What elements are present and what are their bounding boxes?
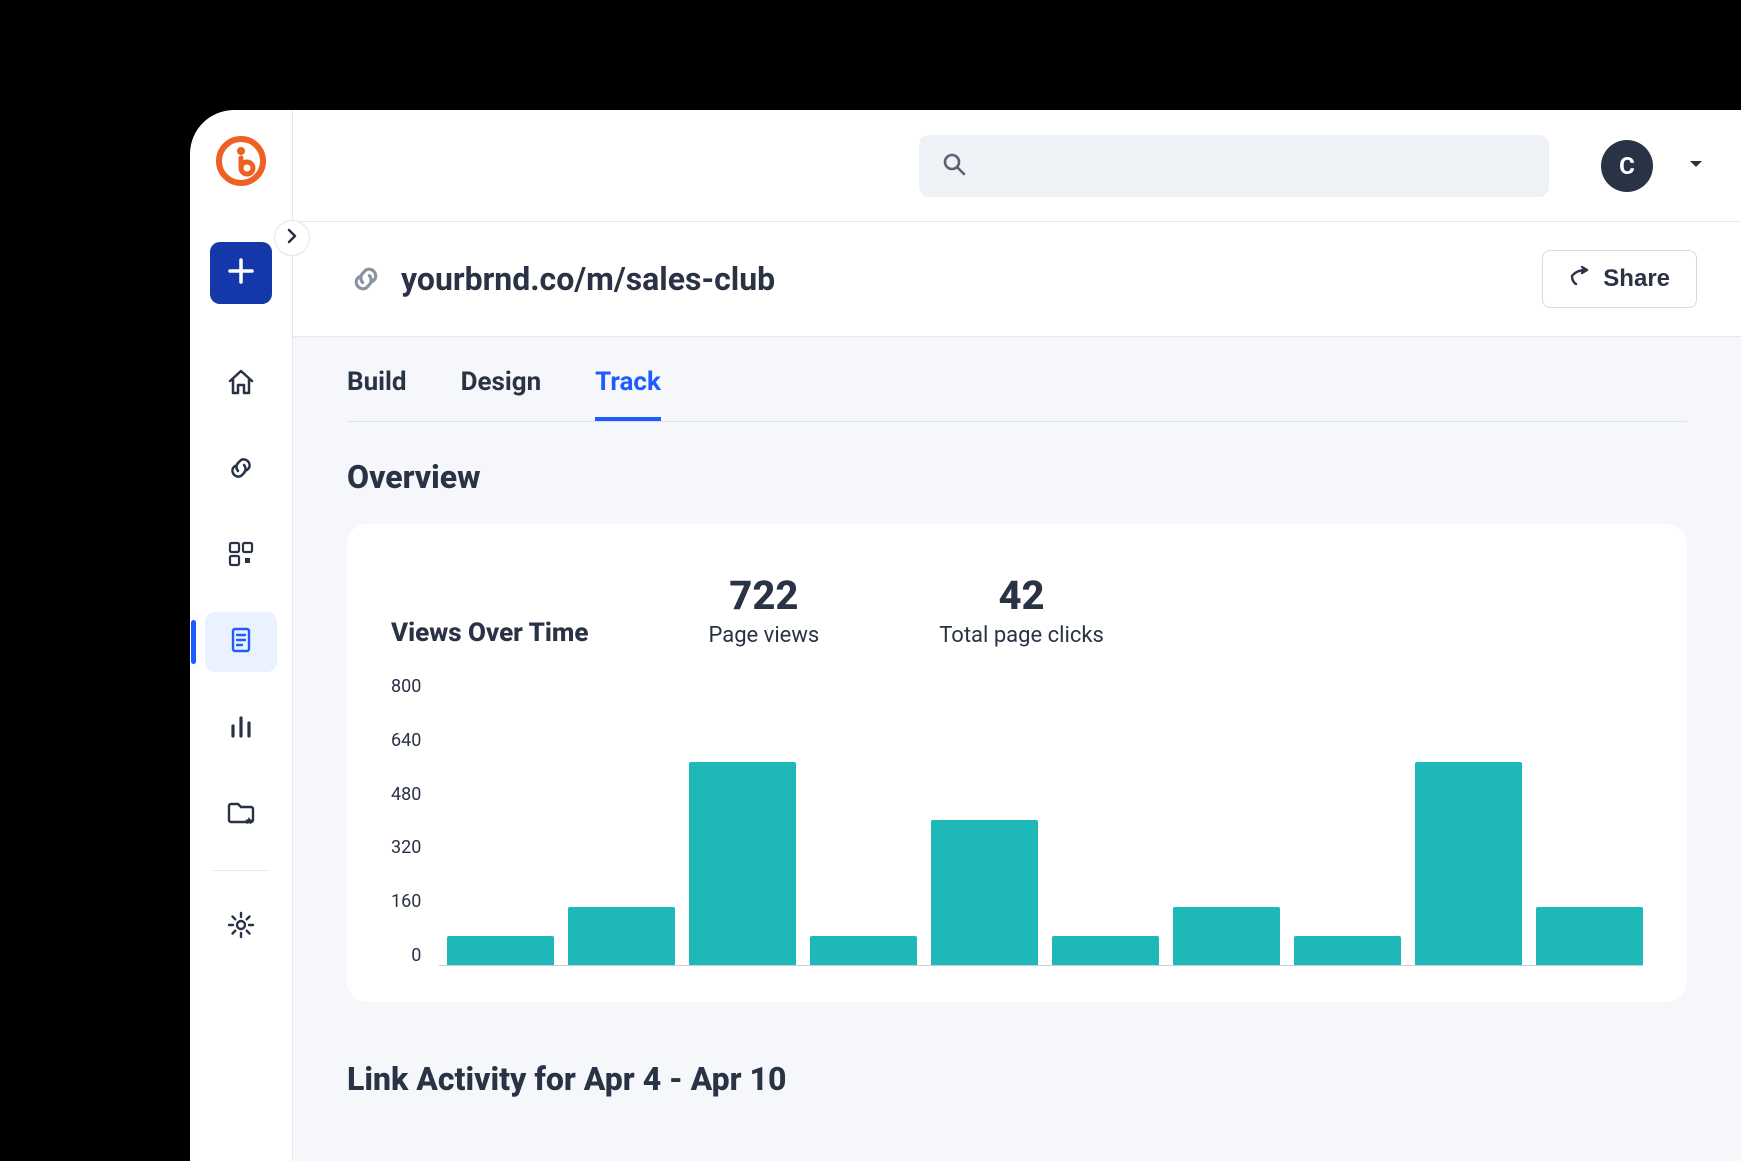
stat-label: Page views xyxy=(708,623,819,648)
stat-page-views: 722 Page views xyxy=(708,572,819,648)
chart-bar xyxy=(1536,907,1643,965)
topbar: C xyxy=(293,110,1741,222)
chart-y-tick: 800 xyxy=(391,676,421,697)
folder-star-icon xyxy=(226,798,256,830)
nav-separator xyxy=(213,870,269,871)
link-activity-title: Link Activity for Apr 4 - Apr 10 xyxy=(347,1060,1687,1098)
nav-campaigns[interactable] xyxy=(205,784,277,844)
link-icon xyxy=(226,453,256,487)
nav-pages[interactable] xyxy=(205,612,277,672)
overview-title: Overview xyxy=(347,458,1687,496)
chart-bar xyxy=(1052,936,1159,965)
sidebar xyxy=(190,110,293,1161)
stat-value: 722 xyxy=(708,572,819,619)
link-icon xyxy=(349,262,383,296)
chart-plot xyxy=(439,676,1643,966)
main: C yourbrnd.co/m/sales-club Share xyxy=(293,110,1741,1161)
link-activity-prefix: Link Activity for xyxy=(347,1060,584,1098)
chart-bar xyxy=(931,820,1038,965)
chart-bar xyxy=(1415,762,1522,965)
link-header: yourbrnd.co/m/sales-club Share xyxy=(293,222,1741,337)
search-input-wrapper[interactable] xyxy=(919,135,1549,197)
link-activity-range: Apr 4 - Apr 10 xyxy=(584,1060,787,1098)
page-icon xyxy=(227,626,255,658)
stat-value: 42 xyxy=(939,572,1104,619)
app-window: C yourbrnd.co/m/sales-club Share xyxy=(190,110,1741,1161)
chart-bar xyxy=(1173,907,1280,965)
bar-chart-icon xyxy=(227,712,255,744)
plus-icon xyxy=(226,256,256,290)
share-button-label: Share xyxy=(1603,265,1670,293)
chart-y-tick: 0 xyxy=(411,945,421,966)
nav-settings[interactable] xyxy=(205,897,277,957)
chart-y-tick: 480 xyxy=(391,784,421,805)
gear-icon xyxy=(226,910,256,944)
overview-card: Views Over Time 722 Page views 42 Total … xyxy=(347,524,1687,1002)
chart-y-tick: 160 xyxy=(391,891,421,912)
sidebar-nav xyxy=(190,354,292,957)
share-button[interactable]: Share xyxy=(1542,250,1697,308)
user-avatar[interactable]: C xyxy=(1601,140,1653,192)
chart-title: Views Over Time xyxy=(391,618,588,648)
chart-bar xyxy=(568,907,675,965)
user-menu-toggle[interactable] xyxy=(1687,155,1705,177)
chart-bar xyxy=(689,762,796,965)
caret-down-icon xyxy=(1687,155,1705,177)
qr-icon xyxy=(227,540,255,572)
chart-bar xyxy=(810,936,917,965)
nav-home[interactable] xyxy=(205,354,277,414)
sidebar-collapse-toggle[interactable] xyxy=(274,220,310,256)
share-arrow-icon xyxy=(1569,265,1591,294)
chart-bar xyxy=(1294,936,1401,965)
chart-y-axis: 800 640 480 320 160 0 xyxy=(391,676,439,966)
stat-label: Total page clicks xyxy=(939,623,1104,648)
search-input[interactable] xyxy=(981,153,1527,179)
tab-track[interactable]: Track xyxy=(595,367,661,421)
tab-design[interactable]: Design xyxy=(461,367,542,421)
chevron-right-icon xyxy=(284,228,300,248)
chart-y-tick: 320 xyxy=(391,837,421,858)
nav-analytics[interactable] xyxy=(205,698,277,758)
brand-logo xyxy=(214,134,268,188)
nav-links[interactable] xyxy=(205,440,277,500)
tab-build[interactable]: Build xyxy=(347,367,407,421)
avatar-initial: C xyxy=(1619,152,1635,180)
chart-bar xyxy=(447,936,554,965)
content: Build Design Track Overview Views Over T… xyxy=(293,337,1741,1161)
link-url: yourbrnd.co/m/sales-club xyxy=(401,260,775,298)
nav-qr[interactable] xyxy=(205,526,277,586)
tabs: Build Design Track xyxy=(347,337,1687,422)
views-chart: 800 640 480 320 160 0 xyxy=(391,676,1643,966)
create-new-button[interactable] xyxy=(210,242,272,304)
search-icon xyxy=(941,151,967,181)
stat-page-clicks: 42 Total page clicks xyxy=(939,572,1104,648)
chart-y-tick: 640 xyxy=(391,730,421,751)
home-icon xyxy=(226,367,256,401)
